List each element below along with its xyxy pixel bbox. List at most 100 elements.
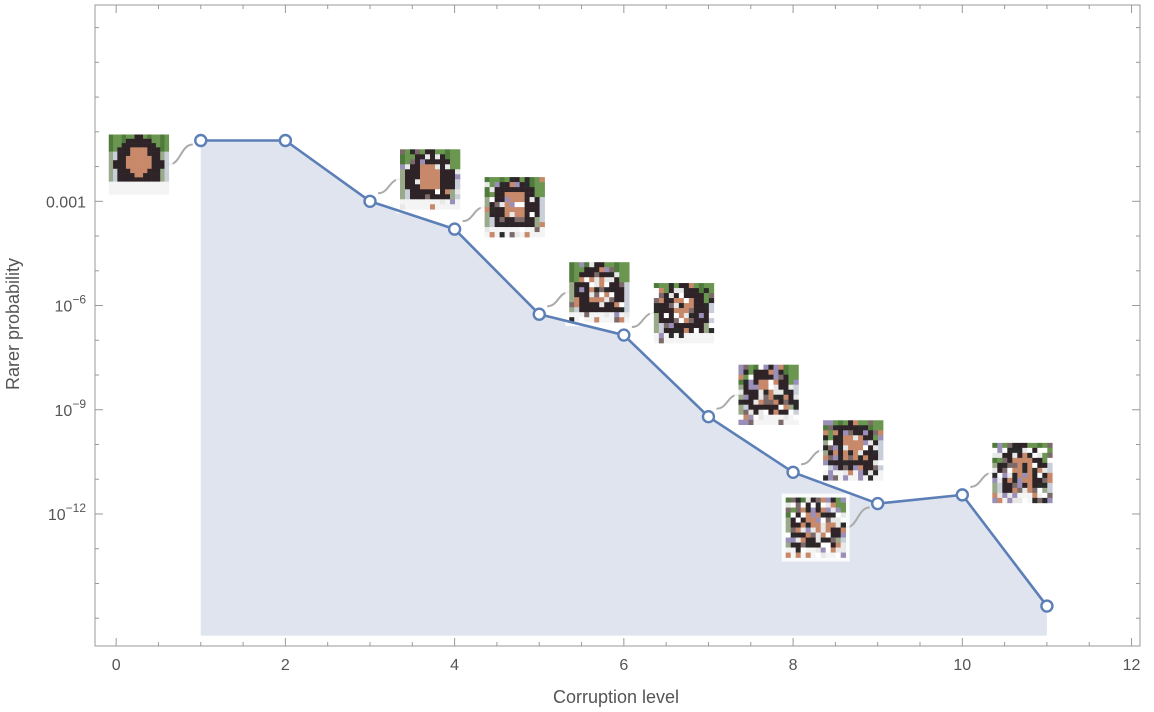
thumbnail-pixel — [743, 364, 749, 370]
thumbnail-pixel — [489, 192, 495, 198]
thumbnail-pixel — [594, 282, 600, 288]
thumbnail-pixel — [624, 267, 630, 273]
thumbnail-pixel — [873, 420, 879, 426]
thumbnail-pixel — [673, 313, 680, 319]
thumbnail-pixel — [783, 394, 789, 400]
thumbnail-pixel — [494, 222, 500, 228]
thumbnail-corrupted-portrait-level-6 — [631, 279, 718, 348]
thumbnail-pixel — [873, 470, 879, 476]
thumbnail-pixel — [748, 409, 754, 415]
thumbnail-pixel — [785, 517, 791, 523]
thumbnail-pixel — [820, 527, 826, 533]
thumbnail-pixel — [683, 318, 690, 324]
thumbnail-pixel — [420, 149, 426, 155]
thumbnail-pixel — [1042, 462, 1048, 469]
thumbnail-pixel — [738, 369, 744, 375]
thumbnail-pixel — [484, 192, 490, 198]
thumbnail-pixel — [499, 217, 505, 223]
thumbnail-pixel — [619, 292, 625, 298]
thumbnail-pixel — [1042, 482, 1048, 489]
thumbnail-pixel — [1042, 452, 1048, 459]
thumbnail-pixel — [997, 442, 1003, 449]
thumbnail-pixel — [130, 138, 135, 144]
thumbnail-pixel — [147, 177, 152, 182]
thumbnail-pixel — [1017, 442, 1023, 449]
thumbnail-pixel — [113, 151, 118, 157]
thumbnail-pixel — [489, 232, 495, 238]
thumbnail-pixel — [147, 155, 152, 161]
thumbnail-pixel — [514, 217, 520, 223]
thumbnail-pixel — [830, 507, 836, 513]
thumbnail-pixel — [405, 189, 411, 195]
thumbnail-pixel — [828, 450, 834, 456]
thumbnail-pixel — [668, 303, 675, 309]
thumbnail-pixel — [134, 185, 140, 191]
thumbnail-pixel — [569, 272, 575, 278]
thumbnail-pixel — [992, 462, 998, 469]
thumbnail-pixel — [450, 174, 456, 180]
thumbnail-pixel — [484, 207, 490, 213]
thumbnail-pixel — [415, 199, 421, 205]
thumbnail-pixel — [785, 537, 791, 543]
data-point-1 — [194, 133, 208, 148]
thumbnail-pixel — [108, 147, 114, 152]
thumbnail-pixel — [853, 465, 859, 471]
thumbnail-pixel — [117, 185, 122, 191]
thumbnail-pixel — [773, 364, 779, 370]
thumbnail-pixel — [134, 181, 140, 187]
thumbnail-pixel — [1027, 457, 1033, 464]
thumbnail-pixel — [514, 227, 520, 233]
thumbnail-pixel — [574, 292, 580, 298]
thumbnail-pixel — [658, 283, 665, 289]
x-tick-label: 6 — [619, 657, 628, 674]
thumbnail-pixel — [693, 328, 700, 334]
thumbnail-pixel — [835, 502, 841, 508]
thumbnail-pixel — [843, 465, 849, 471]
thumbnail-pixel — [143, 177, 148, 182]
thumbnail-pixel — [843, 460, 849, 466]
thumbnail-pixel — [130, 151, 135, 157]
thumbnail-pixel — [450, 199, 456, 205]
thumbnail-corrupted-portrait-level-4 — [462, 173, 549, 242]
thumbnail-pixel — [134, 164, 140, 170]
thumbnail-pixel — [783, 364, 789, 370]
thumbnail-pixel — [863, 475, 869, 481]
thumbnail-pixel — [1027, 492, 1033, 499]
thumbnail-pixel — [130, 168, 135, 174]
thumbnail-pixel — [614, 287, 620, 293]
thumbnail-pixel — [753, 394, 759, 400]
thumbnail-pixel — [748, 404, 754, 410]
thumbnail-pixel — [584, 317, 590, 323]
thumbnail-pixel — [790, 502, 796, 508]
thumbnail-pixel — [683, 313, 690, 319]
thumbnail-pixel — [840, 532, 846, 538]
thumbnail-pixel — [450, 154, 456, 160]
thumbnail-pixel — [805, 527, 811, 533]
thumbnail-pixel — [668, 293, 675, 299]
thumbnail-pixel — [160, 190, 165, 195]
thumbnail-pixel — [494, 232, 500, 238]
thumbnail-pixel — [155, 147, 161, 152]
thumbnail-pixel — [773, 414, 779, 420]
thumbnail-pixel — [579, 272, 585, 278]
thumbnail-pixel — [151, 190, 157, 195]
thumbnail-pixel — [425, 159, 431, 165]
thumbnail-pixel — [793, 399, 799, 405]
thumbnail-pixel — [868, 475, 874, 481]
thumbnail-pixel — [151, 143, 157, 148]
thumbnail-pixel — [420, 199, 426, 205]
thumbnail-pixel — [843, 430, 849, 436]
thumbnail-pixel — [823, 470, 829, 476]
thumbnail-pixel — [509, 227, 515, 233]
thumbnail-pixel — [703, 338, 710, 344]
thumbnail-pixel — [673, 318, 680, 324]
thumbnail-pixel — [1047, 487, 1053, 494]
thumbnail-pixel — [743, 399, 749, 405]
thumbnail-pixel — [693, 303, 700, 309]
thumbnail-pixel — [795, 547, 801, 553]
thumbnail-pixel — [614, 317, 620, 323]
thumbnail-pixel — [504, 177, 510, 183]
thumbnail-pixel — [147, 190, 152, 195]
thumbnail-pixel — [753, 374, 759, 380]
thumbnail-pixel — [863, 470, 869, 476]
